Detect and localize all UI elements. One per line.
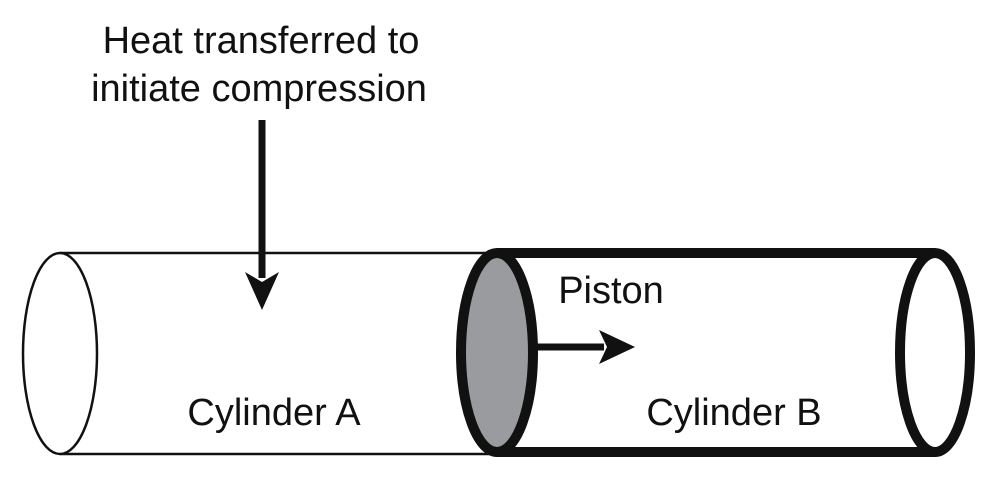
cylinder-a [21,251,498,456]
cylinder-a-label: Cylinder A [187,392,361,434]
cylinder-a-left-end [21,251,99,456]
cylinder-b-label: Cylinder B [646,392,821,434]
cylinder-b [497,248,975,457]
piston-motion-arrow [533,330,635,364]
cylinder-b-right-end [895,248,975,457]
heat-label-line-2: initiate compression [91,68,427,110]
heat-label-line-1: Heat transferred to [103,20,420,62]
piston [456,248,538,457]
piston-label: Piston [558,270,664,312]
heat-arrow [245,120,279,310]
